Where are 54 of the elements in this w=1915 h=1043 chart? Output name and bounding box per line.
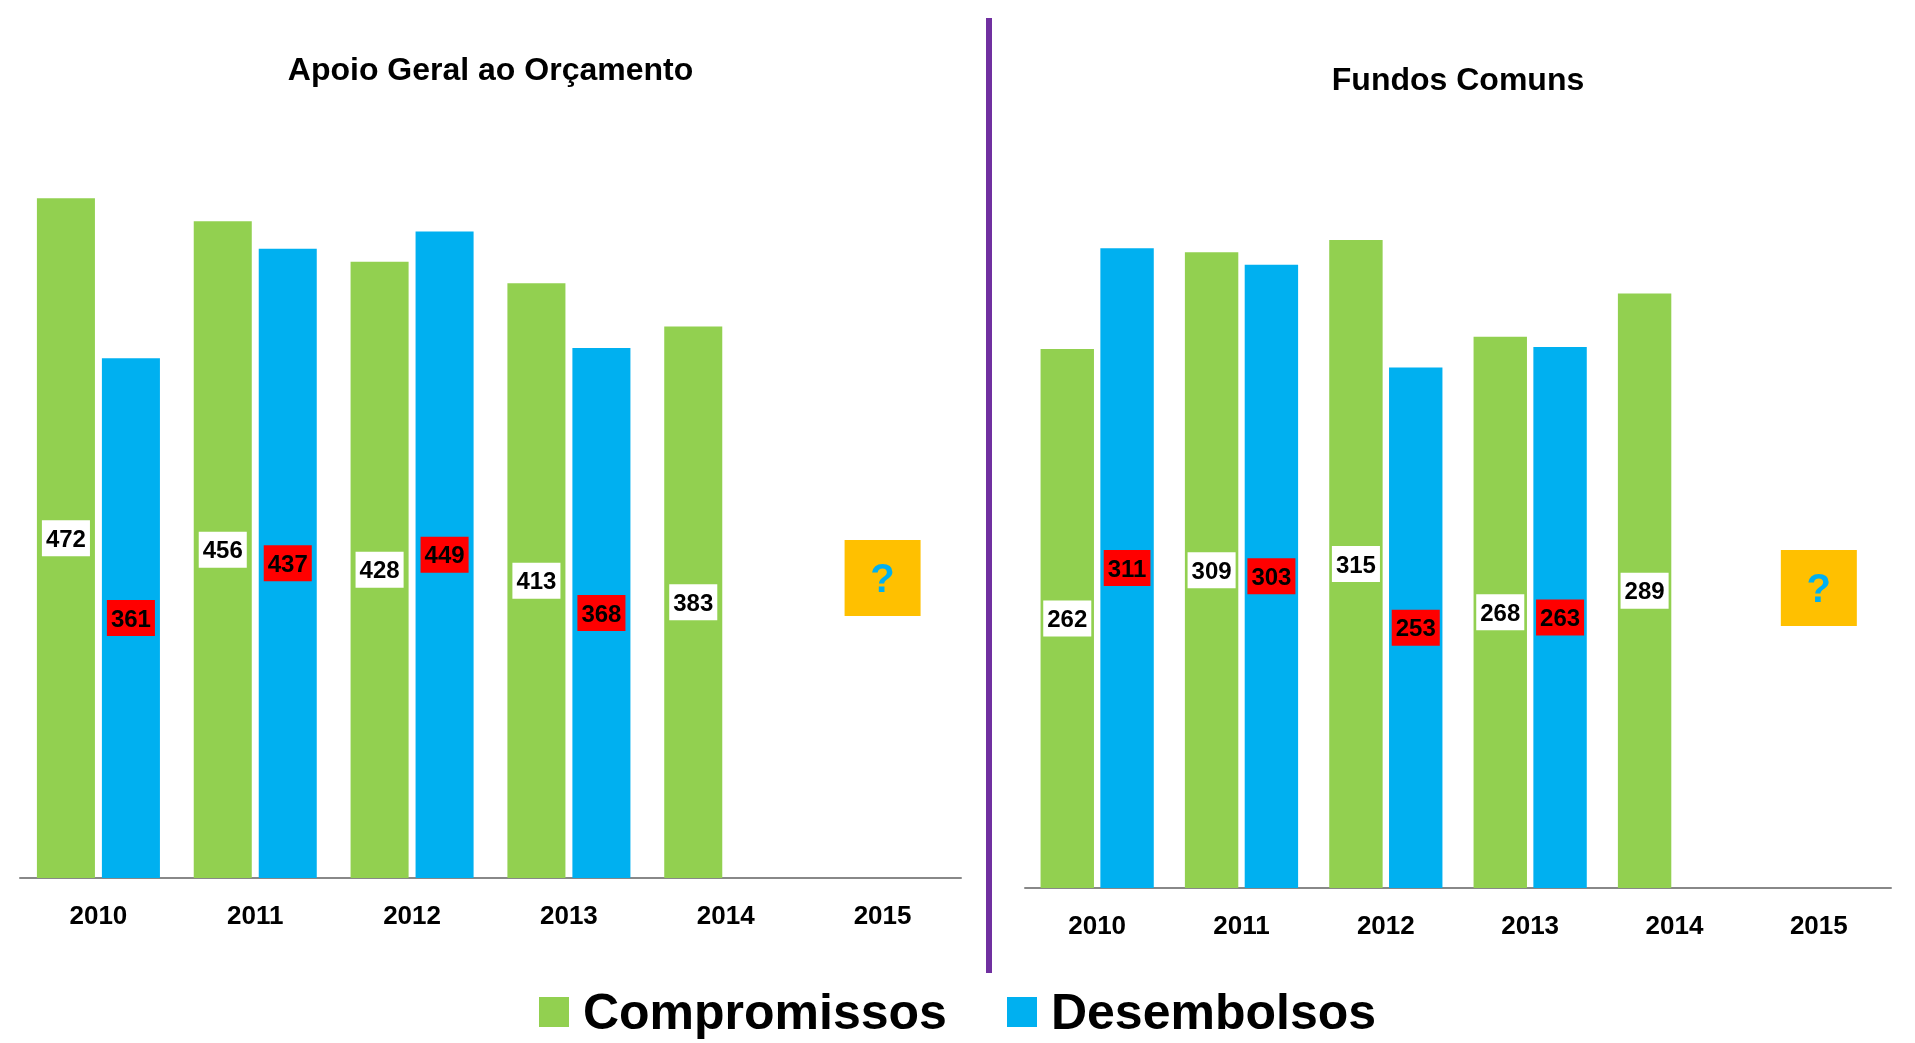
x-tick-label: 2013	[1501, 910, 1560, 940]
data-label: 383	[673, 588, 714, 616]
data-label: 456	[202, 536, 243, 564]
bar	[1389, 367, 1443, 888]
data-label: 428	[359, 556, 400, 584]
data-label: 303	[1251, 562, 1292, 590]
x-tick-label: 2015	[1789, 910, 1848, 940]
bar	[193, 221, 252, 878]
x-tick-label: 2014	[1645, 910, 1704, 940]
bar	[1244, 264, 1299, 888]
bar	[572, 348, 631, 878]
bar	[1040, 349, 1094, 888]
bar	[258, 248, 317, 878]
bar	[1617, 293, 1672, 888]
x-tick-label: 2012	[383, 900, 442, 930]
data-label: 263	[1540, 603, 1581, 631]
x-tick-label: 2014	[696, 900, 756, 930]
x-tick-label: 2013	[539, 900, 598, 930]
bar	[415, 231, 474, 878]
data-label: 472	[45, 524, 86, 552]
data-label: 262	[1047, 605, 1088, 633]
data-label: 315	[1335, 550, 1376, 578]
x-tick-label: 2011	[1213, 910, 1270, 940]
data-label: 361	[110, 604, 151, 632]
bar	[36, 198, 95, 878]
legend-label: Compromissos	[582, 983, 947, 1041]
data-label: 268	[1480, 598, 1521, 626]
x-tick-label: 2012	[1356, 910, 1415, 940]
data-label: 368	[581, 599, 622, 627]
data-label: 413	[516, 567, 557, 595]
bar	[1100, 248, 1154, 888]
bar	[507, 283, 566, 878]
bar	[101, 358, 160, 878]
legend-label: Desembolsos	[1050, 983, 1377, 1041]
annotation: ?	[870, 556, 895, 600]
annotation: ?	[1806, 566, 1832, 610]
data-label: 289	[1624, 577, 1665, 605]
x-tick-label: 2010	[69, 900, 128, 930]
data-label: 311	[1107, 554, 1147, 582]
x-tick-label: 2011	[227, 900, 284, 930]
bar	[1533, 346, 1587, 888]
data-label: 253	[1395, 614, 1436, 642]
chart-title: Fundos Comuns	[1331, 61, 1585, 97]
bar	[664, 326, 723, 878]
bar	[350, 261, 409, 878]
data-label: 309	[1191, 556, 1232, 584]
x-tick-label: 2015	[853, 900, 912, 930]
data-label: 449	[424, 541, 465, 569]
bar	[1184, 252, 1239, 888]
x-tick-label: 2010	[1068, 910, 1127, 940]
bar	[1473, 336, 1527, 888]
chart-title: Apoio Geral ao Orçamento	[287, 51, 694, 87]
bar	[1329, 240, 1383, 888]
data-label: 437	[267, 549, 308, 577]
